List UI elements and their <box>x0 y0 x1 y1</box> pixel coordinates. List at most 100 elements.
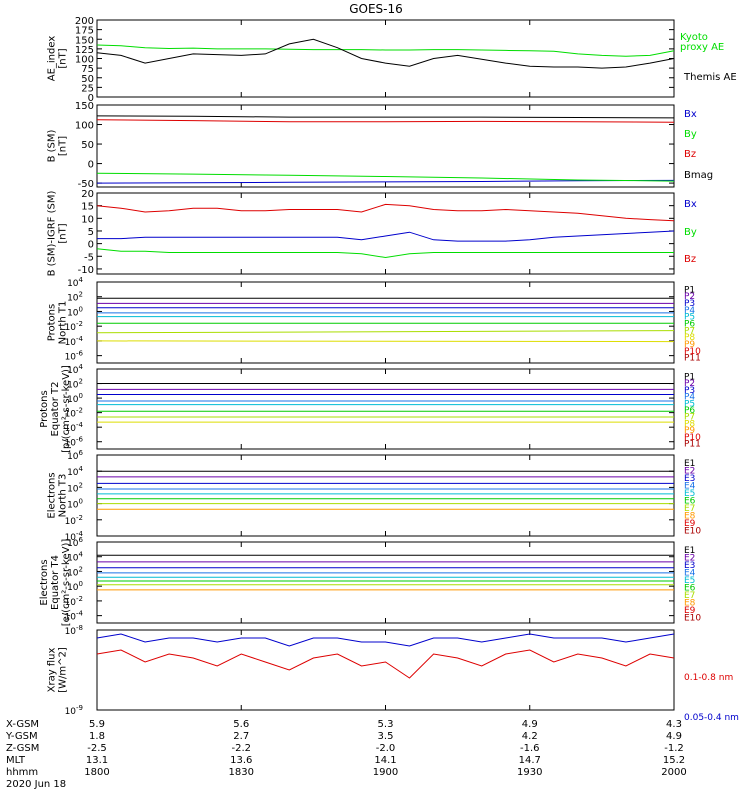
y-tick-label: 10-6 <box>65 350 84 363</box>
y-tick-label: 10-8 <box>65 624 83 637</box>
y-tick-label: 175 <box>75 26 94 37</box>
y-tick-label: 25 <box>81 83 94 94</box>
y-axis-label: [p/(cm²-s-sr-keV)] <box>61 365 72 453</box>
panel-frame <box>96 368 675 450</box>
legend-entry: P11 <box>684 354 701 364</box>
legend-entry: P3 <box>684 299 695 309</box>
series-line-bz <box>96 203 675 222</box>
y-axis-label: Equator T4 <box>50 555 61 610</box>
legend-entry: E5 <box>684 489 695 499</box>
y-tick-label: -10 <box>78 265 94 276</box>
legend-entry: E8 <box>684 511 696 521</box>
y-tick-label: 106 <box>67 449 83 462</box>
y-tick-label: 100 <box>67 305 83 318</box>
y-tick-label: 10-2 <box>65 514 83 527</box>
footer-value: 4.9 <box>522 719 538 730</box>
y-tick-label: 10-4 <box>65 530 84 543</box>
legend-entry: P8 <box>684 333 695 343</box>
y-tick-label: 10-9 <box>65 704 83 717</box>
y-axis-label: Equator T2 <box>50 382 61 437</box>
legend-entry: P2 <box>684 292 695 302</box>
legend-entry: P11 <box>684 440 701 450</box>
legend-entry: E1 <box>684 546 695 556</box>
legend-entry: P7 <box>684 413 695 423</box>
y-axis-label: [e/(cm²-s-sr-keV)] <box>61 539 72 627</box>
legend-entry: 0.1-0.8 nm <box>684 673 733 683</box>
legend-entry: By <box>684 227 697 238</box>
y-tick-label: 106 <box>67 536 83 549</box>
footer-value: 1800 <box>84 767 109 778</box>
y-tick-label: 0 <box>88 93 94 104</box>
y-axis-label: [nT] <box>58 136 69 156</box>
y-tick-label: 102 <box>67 481 83 494</box>
y-tick-label: 10-2 <box>65 320 83 333</box>
footer-value: 1900 <box>373 767 398 778</box>
footer-row-label: X-GSM <box>6 719 39 730</box>
y-tick-label: 20 <box>81 189 94 200</box>
panel-frame <box>96 19 675 98</box>
y-tick-label: -5 <box>84 252 94 263</box>
legend-entry: E4 <box>684 481 696 491</box>
y-tick-label: 150 <box>75 35 94 46</box>
panel-frame <box>96 541 675 624</box>
y-tick-label: 10-4 <box>65 421 84 434</box>
series-line-p7 <box>96 330 675 334</box>
y-tick-label: 10-6 <box>65 436 84 449</box>
series-line-themis-ae <box>96 38 675 69</box>
y-tick-label: 125 <box>75 45 94 56</box>
plot-title: GOES-16 <box>349 2 403 16</box>
footer-value: 4.9 <box>666 731 682 742</box>
legend-entry: E3 <box>684 474 695 484</box>
y-tick-label: 75 <box>81 64 94 75</box>
legend-entry: P1 <box>684 372 695 382</box>
footer-value: 1830 <box>229 767 254 778</box>
series-line-by <box>96 172 675 182</box>
y-tick-label: 0 <box>88 240 94 251</box>
y-axis-label: B (SM)-IGRF (SM) <box>47 191 58 277</box>
y-axis-label: [nT] <box>58 48 69 68</box>
legend-entry: E1 <box>684 459 695 469</box>
series-line-p8 <box>96 340 675 343</box>
legend-entry: Kyoto <box>680 32 708 43</box>
legend-entry: P7 <box>684 326 695 336</box>
legend-entry: E8 <box>684 598 696 608</box>
footer-value: 13.1 <box>86 755 108 766</box>
legend-entry: By <box>684 129 697 140</box>
y-tick-label: 200 <box>75 16 94 27</box>
series-line-0-05-0-4-nm <box>96 633 675 647</box>
footer-value: -1.2 <box>664 743 684 754</box>
y-tick-label: 150 <box>75 101 94 112</box>
y-axis-label: Electrons <box>47 472 58 518</box>
footer-value: 2000 <box>661 767 686 778</box>
series-line-by <box>96 248 674 259</box>
footer-value: 5.6 <box>233 719 249 730</box>
legend-entry: E6 <box>684 496 696 506</box>
footer-row-label: 2020 Jun 18 <box>6 779 66 790</box>
footer-value: 2.7 <box>233 731 249 742</box>
y-axis-label: [W/m^2] <box>58 647 69 693</box>
y-tick-label: 0 <box>88 160 94 171</box>
footer-value: 1.8 <box>89 731 105 742</box>
footer-value: -2.0 <box>376 743 396 754</box>
legend-entry: Bz <box>684 149 696 160</box>
legend-entry: E5 <box>684 576 695 586</box>
footer-value: -2.5 <box>87 743 107 754</box>
y-tick-label: 102 <box>67 291 83 304</box>
y-axis-label: North T1 <box>58 301 69 345</box>
y-axis-label: Protons <box>47 304 58 341</box>
legend-entry: P4 <box>684 306 695 316</box>
y-tick-label: 100 <box>67 392 83 405</box>
panel-frame <box>96 281 675 364</box>
y-tick-label: 50 <box>81 74 94 85</box>
legend-entry: proxy AE <box>680 42 724 53</box>
legend-entry: P6 <box>684 320 695 330</box>
footer-value: 3.5 <box>378 731 394 742</box>
footer-row-label: hhmm <box>6 767 38 778</box>
